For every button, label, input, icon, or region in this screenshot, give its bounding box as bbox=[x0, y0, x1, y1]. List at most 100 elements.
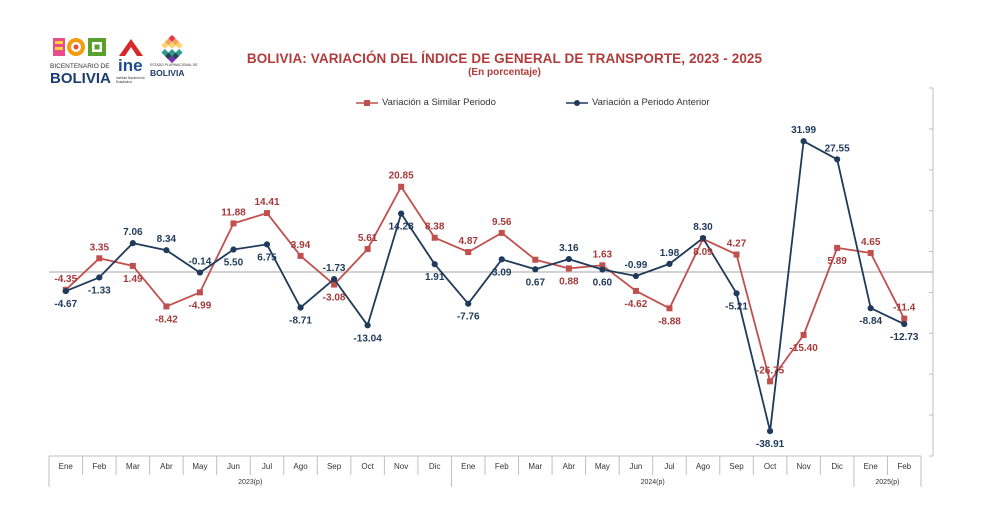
data-point-similar bbox=[632, 287, 639, 294]
data-label-similar: 11.88 bbox=[221, 207, 246, 218]
data-point-anterior bbox=[565, 255, 572, 263]
x-tick-label: Ene bbox=[461, 462, 476, 471]
data-label-similar: 8.38 bbox=[425, 222, 445, 233]
x-tick-label: Jun bbox=[227, 462, 240, 471]
data-label-anterior: -12.73 bbox=[890, 332, 919, 343]
data-label-similar: 3.35 bbox=[90, 242, 110, 253]
estado-plurinacional-logo: ESTADO PLURINACIONAL DE BOLIVIA bbox=[150, 34, 197, 90]
x-tick-label: Sep bbox=[729, 462, 744, 471]
data-label-similar: 4.65 bbox=[861, 237, 881, 248]
x-tick-label: Abr bbox=[160, 462, 173, 471]
data-point-anterior bbox=[733, 290, 740, 297]
data-label-similar: 4.27 bbox=[727, 239, 747, 250]
ine-caption: Instituto Nacional de Estadística bbox=[116, 76, 145, 84]
x-tick-label: Nov bbox=[796, 462, 810, 471]
data-point-similar bbox=[129, 262, 136, 269]
data-point-similar bbox=[867, 249, 874, 256]
data-point-anterior bbox=[330, 275, 338, 283]
data-point-anterior bbox=[465, 300, 472, 307]
chart-subtitle: (En porcentaje) bbox=[468, 67, 541, 78]
data-point-anterior bbox=[263, 241, 271, 248]
data-point-similar bbox=[230, 220, 237, 227]
data-label-similar: 1.49 bbox=[123, 274, 143, 285]
data-point-anterior bbox=[230, 246, 237, 253]
data-point-similar bbox=[767, 378, 774, 385]
data-label-anterior: -5.21 bbox=[725, 301, 748, 312]
legend-swatch-anterior bbox=[566, 99, 588, 106]
ine-emblem-icon bbox=[119, 39, 143, 56]
data-label-anterior: 14.28 bbox=[389, 222, 414, 233]
data-point-similar bbox=[96, 255, 103, 262]
data-point-anterior bbox=[834, 156, 841, 163]
data-label-anterior: 8.34 bbox=[157, 234, 177, 245]
x-group-label: 2023(p) bbox=[238, 479, 262, 486]
x-tick-label: Jun bbox=[629, 462, 642, 471]
data-point-anterior bbox=[867, 305, 874, 312]
ine-logo: ine Instituto Nacional de Estadística bbox=[116, 36, 146, 88]
x-tick-label: Jul bbox=[664, 462, 674, 471]
data-label-similar: 1.63 bbox=[593, 249, 613, 260]
data-label-anterior: -4.67 bbox=[54, 299, 77, 310]
x-tick-label: Mar bbox=[126, 462, 140, 471]
data-label-similar: -11.4 bbox=[893, 303, 916, 314]
data-label-anterior: 3.16 bbox=[559, 243, 579, 254]
data-point-similar bbox=[196, 289, 203, 296]
data-point-similar bbox=[331, 281, 338, 288]
bicentenario-top-text: BICENTENARIO DE bbox=[50, 63, 110, 70]
data-point-anterior bbox=[800, 138, 807, 145]
data-label-anterior: 27.55 bbox=[825, 143, 850, 154]
data-label-similar: 5.89 bbox=[827, 256, 847, 267]
legend-label-anterior: Variación a Periodo Anterior bbox=[592, 97, 710, 108]
data-label-anterior: -1.33 bbox=[88, 285, 111, 296]
data-label-anterior: -8.71 bbox=[289, 316, 312, 327]
data-label-anterior: -0.14 bbox=[189, 257, 212, 268]
data-label-anterior: -0.99 bbox=[625, 260, 648, 271]
data-label-similar: 4.87 bbox=[458, 236, 478, 247]
data-label-anterior: 8.30 bbox=[693, 222, 713, 233]
data-label-similar: -3.08 bbox=[323, 293, 346, 304]
data-label-anterior: -13.04 bbox=[353, 333, 382, 344]
x-tick-label: Ene bbox=[864, 462, 879, 471]
series-line-anterior bbox=[65, 140, 905, 433]
data-label-similar: -8.42 bbox=[155, 314, 178, 325]
data-point-similar bbox=[364, 246, 371, 253]
data-point-anterior bbox=[699, 234, 707, 242]
data-label-anterior: 7.06 bbox=[123, 227, 143, 238]
data-label-anterior: -7.76 bbox=[457, 312, 480, 323]
x-tick-label: Nov bbox=[394, 462, 408, 471]
legend-swatch-similar bbox=[356, 99, 378, 106]
data-label-anterior: 1.98 bbox=[660, 248, 680, 259]
data-point-anterior bbox=[297, 304, 304, 311]
data-point-similar bbox=[666, 305, 673, 312]
data-label-similar: -4.35 bbox=[54, 274, 77, 285]
data-label-anterior: 0.60 bbox=[593, 278, 613, 289]
x-tick-label: Feb bbox=[897, 462, 911, 471]
x-tick-label: Dic bbox=[831, 462, 843, 471]
data-point-anterior bbox=[364, 322, 371, 329]
data-label-similar: -15.40 bbox=[789, 343, 818, 354]
series-line-similar bbox=[65, 185, 906, 383]
data-label-anterior: -8.84 bbox=[859, 316, 882, 327]
data-label-similar: -4.62 bbox=[625, 299, 648, 310]
data-point-similar bbox=[465, 249, 472, 256]
data-point-anterior bbox=[766, 427, 774, 435]
data-label-anterior: 1.91 bbox=[425, 272, 445, 283]
x-tick-label: Ene bbox=[59, 462, 74, 471]
x-tick-label: Ago bbox=[696, 462, 711, 471]
bicentenario-logo: BICENTENARIO DE BOLIVIA bbox=[50, 34, 112, 90]
x-group-label: 2025(p) bbox=[875, 479, 899, 486]
x-tick-label: Oct bbox=[361, 462, 374, 471]
legend-item-similar: Variación a Similar Periodo bbox=[356, 97, 496, 108]
data-label-similar: -26.75 bbox=[756, 365, 785, 376]
data-point-similar bbox=[565, 265, 572, 272]
data-label-similar: 0.88 bbox=[559, 276, 579, 287]
data-point-similar bbox=[297, 252, 304, 259]
x-tick-label: May bbox=[192, 462, 207, 471]
data-point-similar bbox=[599, 262, 606, 269]
x-tick-label: Feb bbox=[495, 462, 509, 471]
data-point-similar bbox=[264, 210, 270, 217]
x-tick-label: Ago bbox=[293, 462, 308, 471]
legend-label-similar: Variación a Similar Periodo bbox=[382, 97, 496, 108]
data-point-similar bbox=[532, 256, 539, 263]
